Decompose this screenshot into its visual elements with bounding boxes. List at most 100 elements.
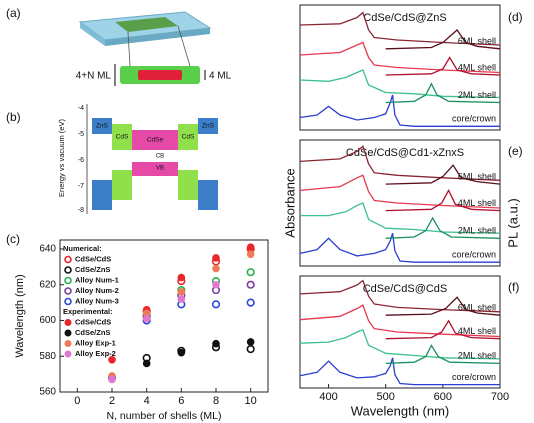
legend-label: CdSe/CdS bbox=[75, 317, 111, 326]
point bbox=[212, 264, 220, 273]
point bbox=[246, 280, 255, 289]
legend-marker bbox=[64, 329, 72, 337]
x-tick-label: 500 bbox=[377, 391, 395, 403]
legend-label: CdSe/ZnS bbox=[75, 328, 110, 337]
spectrum-line bbox=[299, 69, 501, 99]
spectrum-line bbox=[385, 344, 501, 365]
y-tick-label: 620 bbox=[39, 279, 56, 290]
x-tick-label: 6 bbox=[178, 395, 184, 407]
plot-frame bbox=[299, 275, 501, 389]
tick-label: -7 bbox=[78, 183, 84, 190]
thickness-label: 4 ML bbox=[209, 71, 232, 82]
spectrum-line bbox=[385, 319, 501, 340]
spectrum-line bbox=[299, 94, 500, 127]
band bbox=[112, 170, 132, 200]
point bbox=[246, 250, 255, 259]
spectrum-line bbox=[385, 82, 501, 104]
substrate-edge bbox=[105, 28, 210, 46]
band-label: CB bbox=[156, 154, 164, 160]
chart-title: CdSe/CdS@CdS bbox=[363, 283, 448, 295]
point bbox=[212, 339, 220, 348]
tick-label: -6 bbox=[78, 157, 84, 164]
layer-label: CdS bbox=[116, 134, 129, 141]
spectrum-line bbox=[385, 56, 501, 76]
x-tick-label: 10 bbox=[245, 395, 257, 407]
legend-marker bbox=[64, 266, 72, 274]
spectrum-line bbox=[299, 357, 500, 386]
y-tick-label: 580 bbox=[39, 351, 56, 362]
spectrum-line bbox=[299, 41, 501, 74]
tick-label: -8 bbox=[78, 207, 84, 214]
zoom-line bbox=[127, 31, 131, 67]
legend-label: CdSe/ZnS bbox=[75, 265, 110, 274]
chart-title: CdSe/CdS@ZnS bbox=[363, 12, 446, 24]
layer-label: CdSe bbox=[147, 137, 164, 144]
substrate-side bbox=[80, 22, 105, 46]
y-tick-label: 560 bbox=[39, 387, 56, 398]
series-label: 2ML shell bbox=[458, 351, 496, 361]
legend-label: Alloy Exp-1 bbox=[75, 338, 116, 347]
band bbox=[92, 118, 112, 134]
panel-label: (c) bbox=[6, 232, 20, 246]
panel-label: (d) bbox=[508, 10, 523, 24]
spectrum-line bbox=[385, 216, 501, 239]
panel-label: (a) bbox=[6, 6, 21, 20]
plot-frame bbox=[299, 139, 501, 267]
legend-marker bbox=[64, 340, 72, 347]
x-tick-label: 400 bbox=[319, 391, 337, 403]
chart-title: CdSe/CdS@Cd1-xZnxS bbox=[346, 147, 464, 159]
panel-label: (f) bbox=[508, 280, 519, 294]
platelet-core bbox=[138, 70, 182, 80]
y-axis-label: Wavelength (nm) bbox=[14, 274, 26, 357]
spectrum-line bbox=[385, 29, 501, 50]
spectrum-line bbox=[299, 304, 501, 338]
spectrum-line bbox=[385, 296, 501, 316]
band bbox=[112, 124, 132, 150]
x-axis-label: Wavelength (nm) bbox=[351, 403, 450, 418]
plot-frame bbox=[59, 239, 269, 393]
band-label: VB bbox=[156, 166, 164, 172]
spectrum-line bbox=[299, 233, 500, 263]
point bbox=[177, 273, 186, 282]
legend-label: Alloy Num-2 bbox=[75, 286, 119, 295]
legend-heading: Experimental: bbox=[63, 307, 113, 316]
band bbox=[198, 180, 218, 210]
layer-label: ZnS bbox=[96, 123, 109, 130]
series-label: 4ML shell bbox=[458, 62, 496, 72]
thickness-label: 4+N ML bbox=[76, 71, 112, 82]
x-tick-label: 0 bbox=[74, 395, 80, 407]
point bbox=[212, 254, 220, 262]
band bbox=[178, 170, 198, 200]
device-layer bbox=[115, 17, 178, 32]
axis-label: Energy vs vacuum (eV) bbox=[57, 119, 66, 197]
y-tick-label: 640 bbox=[39, 244, 56, 255]
series-label: core/crown bbox=[452, 250, 496, 260]
series-label: 6ML shell bbox=[458, 36, 496, 46]
spectrum-line bbox=[385, 164, 501, 185]
y-tick-label: 600 bbox=[39, 315, 56, 326]
tick-label: -4 bbox=[78, 105, 84, 112]
x-tick-label: 4 bbox=[144, 395, 150, 407]
legend-label: Alloy Num-3 bbox=[75, 296, 119, 305]
legend-heading: Numerical: bbox=[63, 244, 102, 253]
legend-marker bbox=[64, 350, 72, 358]
legend-marker bbox=[64, 297, 72, 306]
legend-label: Alloy Num-1 bbox=[75, 275, 119, 284]
layer-label: CdS bbox=[182, 134, 195, 141]
point bbox=[211, 300, 221, 309]
x-tick-label: 600 bbox=[434, 391, 452, 403]
series-label: core/crown bbox=[452, 372, 496, 382]
legend-marker bbox=[64, 287, 72, 295]
point bbox=[177, 295, 186, 303]
tick-label: -5 bbox=[78, 131, 84, 138]
x-tick-label: 8 bbox=[213, 395, 219, 407]
point bbox=[246, 344, 255, 354]
layer-label: ZnS bbox=[202, 123, 215, 130]
band bbox=[178, 124, 198, 150]
point bbox=[212, 280, 220, 289]
y-axis-label: Absorbance bbox=[282, 168, 297, 237]
x-axis-label: N, number of shells (ML) bbox=[107, 410, 222, 422]
y2-axis-label: PL (a.u.) bbox=[505, 198, 520, 247]
panel-label: (e) bbox=[508, 144, 523, 158]
spectrum-line bbox=[299, 279, 501, 313]
